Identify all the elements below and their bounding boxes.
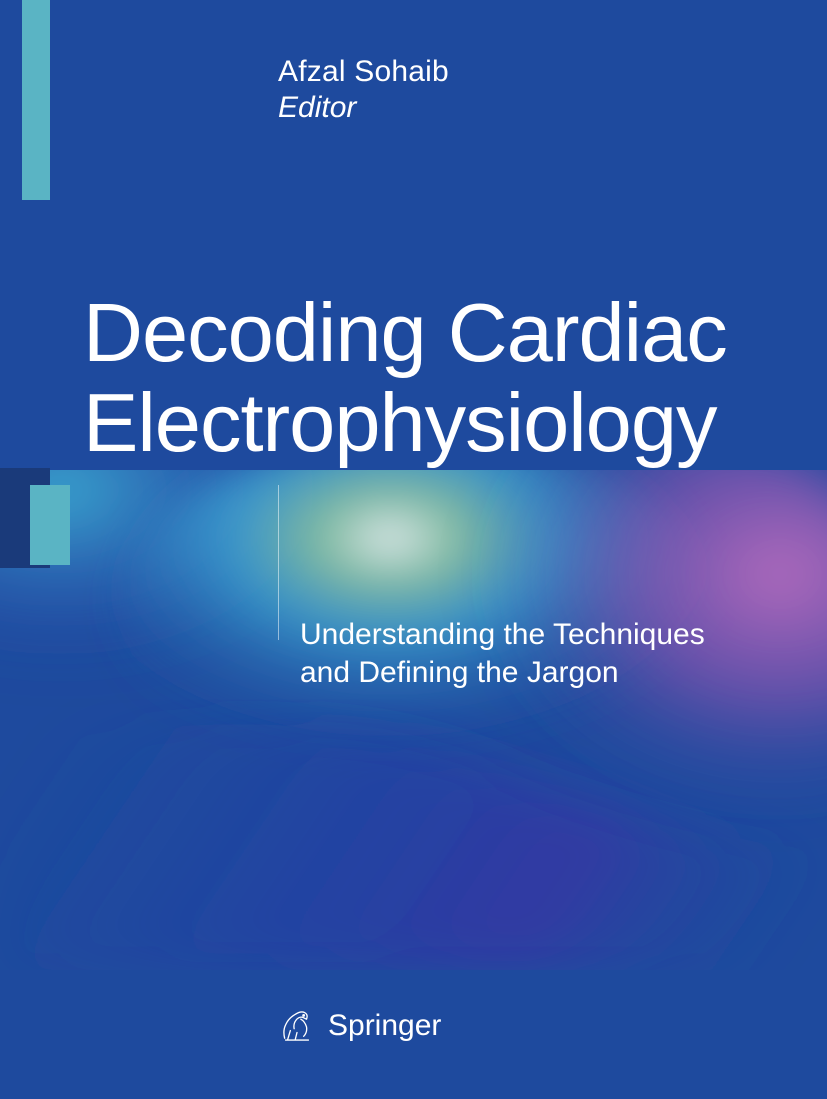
publisher-name: Springer: [328, 1009, 441, 1043]
author-role: Editor: [278, 91, 449, 125]
accent-bar-teal-mid: [30, 485, 70, 565]
title-line-1: Decoding Cardiac: [83, 288, 727, 378]
author-block: Afzal Sohaib Editor: [278, 55, 449, 125]
book-title: Decoding Cardiac Electrophysiology: [83, 288, 727, 467]
subtitle-line-2: and Defining the Jargon: [300, 654, 705, 692]
author-name: Afzal Sohaib: [278, 55, 449, 89]
subtitle-line-1: Understanding the Techniques: [300, 616, 705, 654]
background-gradient-art: [0, 470, 827, 970]
accent-bar-teal-top: [22, 0, 50, 200]
subtitle-divider: [278, 485, 279, 640]
springer-horse-icon: [278, 1002, 316, 1049]
book-subtitle: Understanding the Techniques and Definin…: [300, 616, 705, 691]
title-line-2: Electrophysiology: [83, 378, 727, 468]
publisher-block: Springer: [278, 1002, 441, 1049]
